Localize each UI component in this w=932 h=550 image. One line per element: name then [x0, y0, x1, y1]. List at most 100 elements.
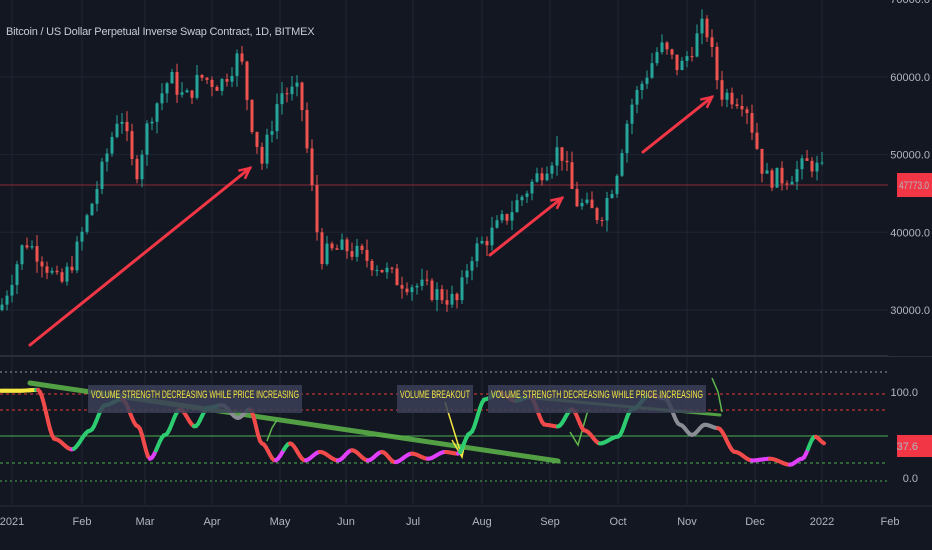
- candle-body: [55, 270, 59, 273]
- candle-body: [585, 199, 589, 203]
- candle-body: [10, 284, 14, 296]
- candle-body: [765, 170, 769, 174]
- time-axis[interactable]: 2021 Feb Mar Apr May Jun Jul Aug Sep Oct Nov Dec 202…: [0, 505, 932, 528]
- trend-arrowhead-1: [238, 166, 253, 180]
- osc-current-tag: [897, 435, 932, 457]
- candle-body: [340, 239, 344, 250]
- annotation-text-2: VOLUME BREAKOUT: [400, 389, 470, 401]
- candle-body: [105, 153, 109, 162]
- candle-body: [330, 243, 334, 249]
- candle-body: [525, 193, 529, 197]
- candle-body: [660, 42, 664, 53]
- current-price-tag: [897, 173, 932, 197]
- price-tick-label: 30000.0: [890, 305, 930, 317]
- candle-body: [735, 104, 739, 106]
- candle-body: [255, 131, 259, 147]
- osc-axis-bg: [888, 358, 932, 505]
- candle-body: [385, 267, 389, 273]
- time-tick-label: Jun: [337, 516, 355, 528]
- candle-body: [290, 86, 294, 95]
- candle-body: [510, 212, 514, 221]
- candle-body: [395, 268, 399, 286]
- oscillator-axis[interactable]: 100.0 0.0 37.6: [888, 358, 932, 505]
- price-axis[interactable]: 70000.0 60000.0 50000.0 40000.0 30000.0 47773…: [888, 0, 932, 356]
- candle-body: [535, 173, 539, 182]
- time-tick-label: Feb: [881, 516, 900, 528]
- candle-body: [780, 167, 784, 184]
- candle-body: [545, 173, 549, 181]
- trend-arrowhead-3: [700, 95, 715, 109]
- candle-body: [470, 261, 474, 271]
- time-tick-label: 2021: [0, 516, 24, 528]
- candle-body: [135, 158, 139, 180]
- candle-body: [820, 162, 824, 164]
- candle-body: [455, 293, 459, 301]
- candle-body: [335, 248, 339, 250]
- candle-body: [605, 197, 609, 221]
- candle-body: [690, 56, 694, 58]
- candle-body: [40, 261, 44, 267]
- candle-body: [800, 158, 804, 170]
- candle-body: [225, 79, 229, 82]
- annotation-box-3: [488, 385, 706, 413]
- candle-body: [375, 269, 379, 271]
- candle-body: [740, 105, 744, 110]
- candle-body: [415, 285, 419, 288]
- candle-body: [245, 61, 249, 100]
- candle-body: [665, 42, 669, 50]
- candle-body: [125, 121, 129, 132]
- candle-body: [45, 266, 49, 273]
- candle-body: [195, 74, 199, 98]
- time-tick-label: May: [270, 516, 291, 528]
- candle-body: [305, 109, 309, 149]
- candle-body: [560, 147, 564, 161]
- annotation-text-3: VOLUME STRENGTH DECREASING WHILE PRICE I…: [491, 389, 703, 401]
- candle-body: [715, 46, 719, 81]
- candle-body: [530, 181, 534, 194]
- candle-body: [540, 173, 544, 181]
- candle-body: [590, 199, 594, 209]
- candle-body: [790, 181, 794, 185]
- candle-body: [355, 245, 359, 257]
- candle-body: [465, 270, 469, 278]
- candle-body: [425, 279, 429, 281]
- candle-body: [570, 162, 574, 189]
- candle-body: [565, 160, 569, 163]
- candle-body: [670, 49, 674, 55]
- candle-body: [275, 104, 279, 132]
- candle-body: [300, 82, 304, 110]
- price-pane[interactable]: [0, 9, 888, 347]
- candle-body: [445, 300, 449, 305]
- candle-body: [795, 169, 799, 182]
- candle-body: [580, 202, 584, 207]
- candle-body: [160, 93, 164, 104]
- candle-body: [175, 72, 179, 95]
- candle-body: [685, 56, 689, 61]
- candle-body: [655, 52, 659, 64]
- candle-body: [320, 232, 324, 265]
- candle-body: [190, 90, 194, 98]
- candle-body: [80, 231, 84, 242]
- check-mark-3: [711, 377, 723, 413]
- candle-body: [120, 121, 124, 124]
- candle-body: [325, 243, 329, 265]
- oscillator-pane[interactable]: VOLUME STRENGTH DECREASING WHILE PRICE I…: [0, 371, 888, 482]
- candle-body: [50, 270, 54, 273]
- candle-body: [115, 123, 119, 137]
- annotation-text-1: VOLUME STRENGTH DECREASING WHILE PRICE I…: [91, 389, 299, 401]
- time-tick-label: Nov: [677, 516, 697, 528]
- time-tick-label: Sep: [540, 516, 560, 528]
- candle-body: [5, 295, 9, 305]
- candle-body: [615, 175, 619, 194]
- candle-body: [725, 92, 729, 100]
- candle-body: [640, 83, 644, 91]
- annotations: VOLUME STRENGTH DECREASING WHILE PRICE I…: [88, 385, 706, 413]
- candle-body: [610, 193, 614, 198]
- candle-body: [410, 287, 414, 293]
- candle-body: [140, 154, 144, 180]
- candle-body: [25, 245, 29, 248]
- candle-body: [700, 18, 704, 34]
- trend-arrow-3: [641, 95, 714, 154]
- price-tick-label: 50000.0: [890, 150, 930, 162]
